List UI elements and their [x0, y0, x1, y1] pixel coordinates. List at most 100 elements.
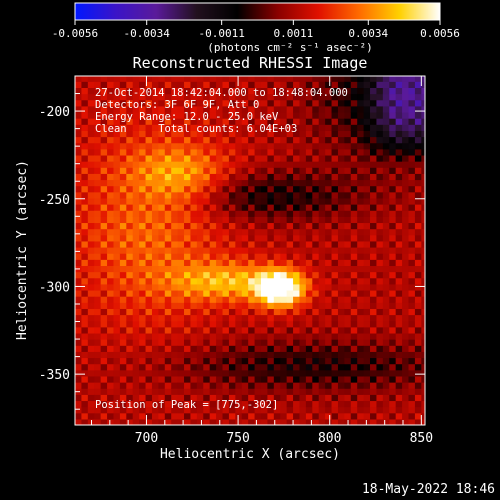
heatmap-cell [171, 240, 179, 248]
heatmap-cell [107, 240, 115, 248]
heatmap-cell [305, 369, 313, 377]
heatmap-cell [151, 105, 159, 113]
heatmap-cell [209, 271, 217, 279]
heatmap-cell [158, 228, 166, 236]
heatmap-cell [312, 326, 320, 334]
heatmap-cell [408, 93, 416, 101]
heatmap-cell [139, 204, 147, 211]
heatmap-cell [119, 375, 127, 383]
heatmap-cell [171, 406, 179, 414]
heatmap-cell [171, 118, 179, 125]
heatmap-cell [139, 197, 147, 205]
heatmap-cell [132, 357, 140, 365]
heatmap-cell [408, 185, 416, 193]
heatmap-cell [126, 289, 134, 297]
heatmap-cell [216, 308, 224, 316]
heatmap-cell [273, 357, 281, 365]
heatmap-cell [235, 111, 243, 119]
heatmap-cell [363, 394, 371, 402]
heatmap-cell [126, 185, 134, 193]
heatmap-cell [87, 148, 95, 156]
heatmap-cell [357, 412, 365, 420]
heatmap-cell [337, 283, 345, 291]
heatmap-cell [164, 93, 172, 101]
heatmap-cell [177, 382, 185, 389]
heatmap-cell [100, 173, 108, 181]
heatmap-cell [357, 179, 365, 187]
heatmap-cell [171, 185, 179, 193]
heatmap-cell [312, 216, 320, 224]
heatmap-cell [145, 253, 153, 260]
heatmap-cell [203, 339, 211, 346]
heatmap-cell [267, 240, 275, 248]
heatmap-cell [94, 105, 102, 113]
heatmap-cell [196, 142, 204, 150]
heatmap-cell [318, 76, 326, 82]
heatmap-cell [235, 179, 243, 187]
heatmap-cell [248, 246, 256, 254]
heatmap-cell [299, 314, 307, 322]
heatmap-cell [196, 289, 204, 297]
heatmap-cell [209, 314, 217, 322]
heatmap-cell [395, 173, 403, 181]
heatmap-cell [312, 81, 320, 88]
heatmap-cell [350, 289, 358, 297]
heatmap-cell [81, 76, 89, 82]
heatmap-cell [370, 154, 378, 162]
heatmap-cell [299, 289, 307, 297]
heatmap-cell [209, 136, 217, 144]
heatmap-cell [402, 81, 410, 88]
heatmap-cell [370, 289, 378, 297]
heatmap-cell [421, 99, 425, 107]
heatmap-cell [350, 363, 358, 371]
heatmap-cell [331, 99, 339, 107]
heatmap-cell [357, 351, 365, 359]
heatmap-cell [164, 136, 172, 144]
heatmap-cell [325, 302, 333, 309]
heatmap-cell [139, 240, 147, 248]
heatmap-cell [325, 93, 333, 101]
heatmap-cell [151, 99, 159, 107]
heatmap-cell [293, 161, 301, 168]
heatmap-cell [209, 289, 217, 297]
heatmap-cell [107, 265, 115, 273]
heatmap-cell [305, 302, 313, 309]
heatmap-cell [408, 197, 416, 205]
heatmap-cell [81, 339, 89, 346]
heatmap-cell [389, 412, 397, 420]
heatmap-cell [421, 339, 425, 346]
heatmap-cell [75, 161, 83, 168]
heatmap-cell [164, 418, 172, 425]
heatmap-cell [248, 314, 256, 322]
heatmap-cell [184, 394, 192, 402]
heatmap-cell [158, 375, 166, 383]
heatmap-cell [145, 388, 153, 395]
heatmap-cell [94, 253, 102, 260]
heatmap-cell [260, 167, 269, 174]
heatmap-cell [325, 142, 333, 150]
heatmap-cell [408, 240, 416, 248]
heatmap-cell [350, 173, 358, 181]
heatmap-cell [228, 81, 236, 88]
heatmap-cell [254, 118, 262, 125]
heatmap-cell [107, 216, 115, 224]
heatmap-cell [414, 302, 422, 309]
heatmap-cell [145, 351, 153, 359]
heatmap-cell [107, 246, 115, 254]
heatmap-cell [132, 271, 140, 279]
heatmap-cell [241, 320, 249, 328]
heatmap-cell [132, 228, 140, 236]
heatmap-cell [357, 93, 365, 101]
heatmap-cell [370, 191, 378, 199]
heatmap-cell [228, 394, 236, 402]
heatmap-cell [94, 179, 102, 187]
heatmap-cell [382, 197, 390, 205]
heatmap-cell [395, 204, 403, 211]
heatmap-cell [196, 326, 204, 334]
heatmap-cell [164, 154, 172, 162]
heatmap-cell [414, 320, 422, 328]
heatmap-cell [248, 363, 256, 371]
heatmap-cell [408, 76, 416, 82]
heatmap-cell [158, 111, 166, 119]
heatmap-cell [421, 191, 425, 199]
